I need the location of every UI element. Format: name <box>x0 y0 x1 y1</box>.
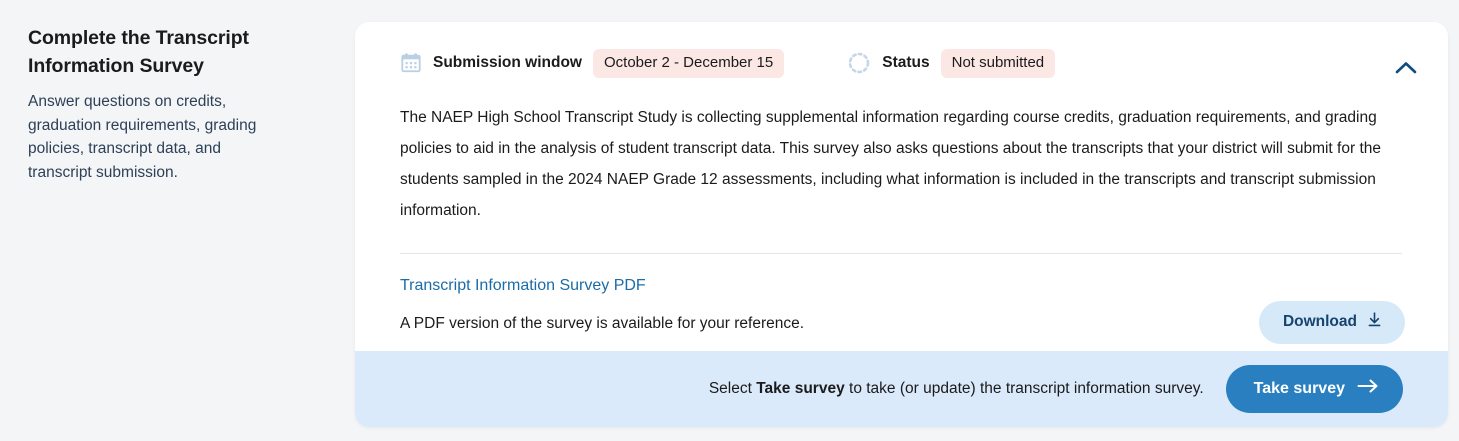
chevron-up-icon <box>1394 60 1418 79</box>
page-title: Complete the Transcript Information Surv… <box>28 27 249 77</box>
survey-description-paragraph: The NAEP High School Transcript Study is… <box>400 109 1381 219</box>
card-footer-bar: Select Take survey to take (or update) t… <box>355 351 1448 427</box>
download-button-label: Download <box>1282 313 1357 330</box>
footer-text-bold: Take survey <box>756 380 845 397</box>
dashed-circle-icon <box>847 51 871 75</box>
take-survey-button-label: Take survey <box>1253 379 1345 397</box>
take-survey-button[interactable]: Take survey <box>1225 365 1403 413</box>
survey-card: Submission window October 2 - December 1… <box>355 22 1448 427</box>
status-group: Status Not submitted <box>847 48 1056 78</box>
status-badge: Not submitted <box>940 48 1056 78</box>
submission-window-group: Submission window October 2 - December 1… <box>400 48 785 78</box>
pdf-availability-text: A PDF version of the survey is available… <box>400 315 805 332</box>
pdf-section: Transcript Information Survey PDF A PDF … <box>400 277 1405 344</box>
status-label: Status <box>882 54 930 71</box>
page-description: Answer questions on credits, graduation … <box>28 93 257 181</box>
calendar-icon <box>400 52 422 74</box>
footer-text-suffix: to take (or update) the transcript infor… <box>844 380 1204 397</box>
footer-instruction-text: Select Take survey to take (or update) t… <box>709 378 1204 400</box>
download-arrow-icon <box>1366 311 1383 333</box>
card-meta-row: Submission window October 2 - December 1… <box>400 46 1403 80</box>
sidebar-panel: Complete the Transcript Information Surv… <box>0 0 355 441</box>
section-divider <box>400 253 1402 254</box>
submission-window-label: Submission window <box>433 54 582 71</box>
collapse-toggle-button[interactable] <box>1386 52 1426 86</box>
transcript-survey-pdf-link[interactable]: Transcript Information Survey PDF <box>400 277 646 294</box>
arrow-right-icon <box>1357 378 1379 399</box>
submission-window-badge: October 2 - December 15 <box>592 48 785 78</box>
card-body: Submission window October 2 - December 1… <box>355 22 1448 344</box>
footer-text-prefix: Select <box>708 380 757 397</box>
download-button[interactable]: Download <box>1258 301 1405 344</box>
